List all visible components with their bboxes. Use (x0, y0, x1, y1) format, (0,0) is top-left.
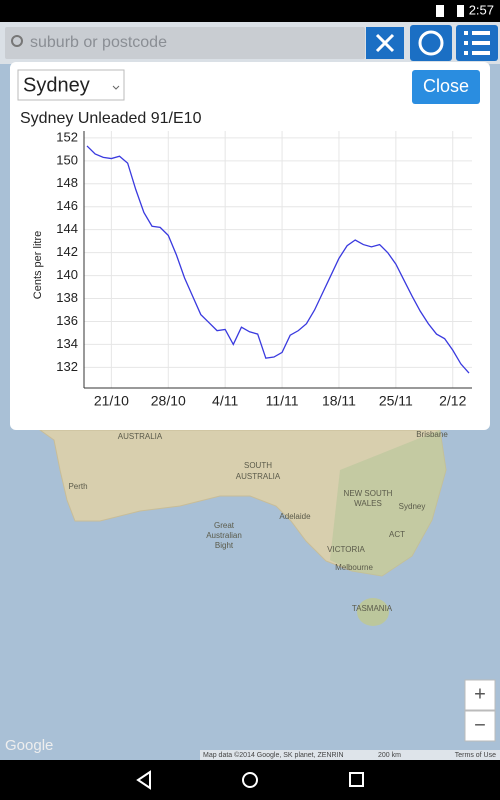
map-label: Perth (68, 482, 87, 491)
map-label: Australian (206, 531, 242, 540)
y-axis-label: Cents per litre (32, 231, 44, 299)
list-icon (464, 31, 490, 55)
map-label: Great (214, 521, 235, 530)
nav-bar (0, 760, 500, 800)
map-label: AUSTRALIA (118, 432, 163, 441)
city-select[interactable] (17, 69, 125, 101)
x-tick-label: 4/11 (212, 393, 238, 409)
map-label: Melbourne (335, 563, 373, 572)
chart: 132 134 136 138 140 142 144 146 148 150 152 21/10 28… (56, 129, 472, 409)
attribution-bar (200, 750, 500, 760)
y-tick-label: 142 (56, 244, 78, 259)
y-tick-label: 132 (56, 359, 78, 374)
recents-button[interactable] (349, 772, 364, 787)
zoom-in-button[interactable] (464, 679, 496, 711)
map-label: NEW SOUTH (344, 489, 393, 498)
map-label: Adelaide (279, 512, 311, 521)
price-line (86, 145, 470, 374)
map-label: WALES (354, 499, 382, 508)
map-label: SOUTH (244, 461, 272, 470)
map-label: TASMANIA (352, 604, 393, 613)
scale-label: 200 km (378, 752, 401, 759)
x-tick-label: 11/11 (266, 393, 299, 409)
google-logo: Google (5, 737, 53, 754)
zoom-in: + (474, 683, 486, 705)
x-tick-label: 2/12 (439, 393, 466, 409)
y-tick-label: 140 (56, 267, 78, 282)
signal-icon (436, 5, 444, 17)
y-tick-label: 138 (56, 290, 78, 305)
search-icon (11, 35, 23, 47)
status-time: 2:57 (469, 2, 494, 17)
close-label: Close (423, 76, 469, 96)
y-tick-label: 146 (56, 198, 78, 213)
map-label: VICTORIA (327, 545, 365, 554)
y-tick-label: 148 (56, 175, 78, 190)
y-tick-label: 150 (56, 152, 78, 167)
status-bar (0, 0, 500, 22)
y-tick-label: 152 (56, 129, 78, 144)
locate-icon (418, 30, 444, 56)
search-placeholder: suburb or postcode (30, 34, 167, 51)
attribution: Map data ©2014 Google, SK planet, ZENRIN (203, 751, 344, 759)
x-tick-label: 18/11 (322, 393, 356, 409)
zoom-out: − (474, 714, 486, 736)
map-label: Bight (215, 541, 234, 550)
select-arrow (112, 85, 120, 90)
back-button[interactable] (136, 770, 151, 790)
x-tick-label: 21/10 (94, 393, 129, 409)
x-tick-label: 25/11 (379, 393, 413, 409)
y-tick-label: 136 (56, 313, 78, 328)
map-label: Sydney (399, 502, 426, 511)
y-tick-label: 134 (56, 336, 78, 351)
dialog (10, 62, 490, 430)
x-tick-label: 28/10 (151, 393, 186, 409)
y-tick-label: 144 (56, 221, 78, 236)
map-land-east (330, 430, 446, 576)
clear-icon (375, 33, 395, 53)
map-label: Brisbane (416, 430, 448, 439)
map-tasmania (357, 598, 389, 626)
home-button[interactable] (242, 772, 258, 788)
close-button[interactable] (412, 70, 480, 104)
search-input[interactable] (5, 27, 365, 59)
map-labels: AUSTRALIA SOUTH AUSTRALIA Perth Adelaide NEW … (68, 430, 448, 613)
zoom-out-button[interactable] (464, 710, 496, 742)
battery-icon (457, 5, 464, 17)
chart-title: Sydney Unleaded 91/E10 (20, 110, 202, 127)
terms[interactable]: Terms of Use (455, 752, 496, 759)
map-label: AUSTRALIA (236, 472, 281, 481)
locate-button[interactable] (410, 25, 452, 61)
city-select-value: Sydney (23, 74, 90, 96)
map-label: ACT (389, 530, 405, 539)
